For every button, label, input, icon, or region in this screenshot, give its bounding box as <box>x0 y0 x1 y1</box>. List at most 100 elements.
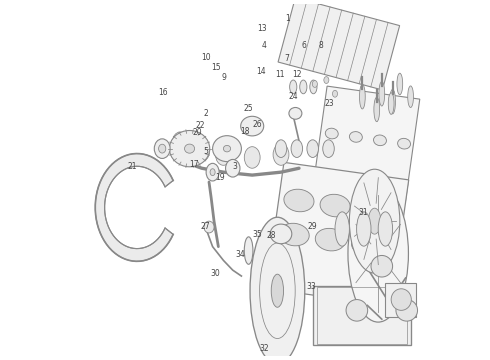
Ellipse shape <box>159 144 166 153</box>
Ellipse shape <box>273 144 289 165</box>
Ellipse shape <box>216 144 231 165</box>
Ellipse shape <box>206 163 219 181</box>
Ellipse shape <box>357 212 371 246</box>
Ellipse shape <box>408 86 414 108</box>
Ellipse shape <box>348 185 409 322</box>
Text: 31: 31 <box>358 208 368 217</box>
Ellipse shape <box>396 300 417 321</box>
Text: 24: 24 <box>289 91 298 100</box>
Ellipse shape <box>289 108 302 119</box>
Text: 30: 30 <box>210 269 220 278</box>
Text: 8: 8 <box>318 41 323 50</box>
Text: 13: 13 <box>257 24 267 33</box>
Ellipse shape <box>374 97 380 122</box>
Ellipse shape <box>170 130 210 167</box>
Text: 20: 20 <box>193 128 202 137</box>
Ellipse shape <box>333 90 338 97</box>
Ellipse shape <box>388 93 394 114</box>
Bar <box>266 162 409 306</box>
Text: 34: 34 <box>236 250 245 259</box>
Ellipse shape <box>245 147 260 168</box>
Ellipse shape <box>368 208 381 234</box>
Ellipse shape <box>397 138 411 149</box>
Text: 1: 1 <box>285 14 290 23</box>
Ellipse shape <box>225 159 240 177</box>
Text: 12: 12 <box>293 70 302 79</box>
Ellipse shape <box>290 80 297 94</box>
Ellipse shape <box>349 169 400 273</box>
Ellipse shape <box>370 235 387 273</box>
Text: 19: 19 <box>215 173 224 182</box>
Ellipse shape <box>223 145 231 152</box>
Ellipse shape <box>250 217 305 360</box>
Text: 22: 22 <box>195 121 205 130</box>
Ellipse shape <box>320 194 350 217</box>
Text: 2: 2 <box>203 109 208 118</box>
Text: 14: 14 <box>256 67 266 76</box>
Text: 5: 5 <box>204 147 209 156</box>
Ellipse shape <box>373 135 387 146</box>
Text: 23: 23 <box>324 99 334 108</box>
Polygon shape <box>95 154 173 261</box>
Bar <box>314 286 411 345</box>
Ellipse shape <box>284 189 314 212</box>
Text: 28: 28 <box>267 231 276 240</box>
Ellipse shape <box>241 116 264 136</box>
Ellipse shape <box>185 144 195 153</box>
Ellipse shape <box>213 136 242 162</box>
Text: 6: 6 <box>302 41 307 50</box>
Ellipse shape <box>349 132 362 142</box>
Text: 3: 3 <box>232 162 237 171</box>
Ellipse shape <box>346 300 368 321</box>
Ellipse shape <box>378 212 392 246</box>
Ellipse shape <box>279 223 309 246</box>
Ellipse shape <box>245 237 253 264</box>
Text: 17: 17 <box>189 159 198 168</box>
Ellipse shape <box>390 89 395 114</box>
Text: 16: 16 <box>158 88 168 97</box>
Ellipse shape <box>323 140 334 157</box>
Ellipse shape <box>172 132 188 153</box>
Ellipse shape <box>391 289 411 310</box>
Ellipse shape <box>312 81 318 87</box>
Ellipse shape <box>154 139 170 158</box>
Ellipse shape <box>315 228 345 251</box>
Ellipse shape <box>325 128 338 139</box>
Ellipse shape <box>271 274 284 307</box>
Text: 10: 10 <box>201 53 211 62</box>
Text: 33: 33 <box>306 282 316 291</box>
Ellipse shape <box>351 233 382 256</box>
Ellipse shape <box>307 140 318 157</box>
Ellipse shape <box>371 256 392 277</box>
Text: 15: 15 <box>211 63 221 72</box>
Bar <box>313 86 420 201</box>
Ellipse shape <box>335 212 349 246</box>
Ellipse shape <box>204 221 214 233</box>
Ellipse shape <box>275 140 287 157</box>
Text: 7: 7 <box>284 54 289 63</box>
Bar <box>386 283 416 317</box>
Text: 25: 25 <box>243 104 253 113</box>
Ellipse shape <box>210 169 215 176</box>
Text: 35: 35 <box>252 230 262 239</box>
Ellipse shape <box>194 140 210 161</box>
Ellipse shape <box>397 73 403 95</box>
Ellipse shape <box>291 140 303 157</box>
Ellipse shape <box>356 199 386 222</box>
Ellipse shape <box>310 80 317 94</box>
Text: 32: 32 <box>260 344 269 353</box>
Ellipse shape <box>270 224 292 244</box>
Text: 9: 9 <box>221 73 226 82</box>
Ellipse shape <box>324 77 329 84</box>
Text: 4: 4 <box>262 41 267 50</box>
Text: 27: 27 <box>201 222 210 231</box>
Text: 18: 18 <box>240 127 250 136</box>
Ellipse shape <box>300 80 307 94</box>
Text: 21: 21 <box>127 162 137 171</box>
Bar <box>317 287 407 344</box>
Text: 11: 11 <box>275 70 284 79</box>
Text: 29: 29 <box>307 222 317 231</box>
Text: 26: 26 <box>252 120 262 129</box>
Bar <box>278 0 400 90</box>
Ellipse shape <box>360 85 365 109</box>
